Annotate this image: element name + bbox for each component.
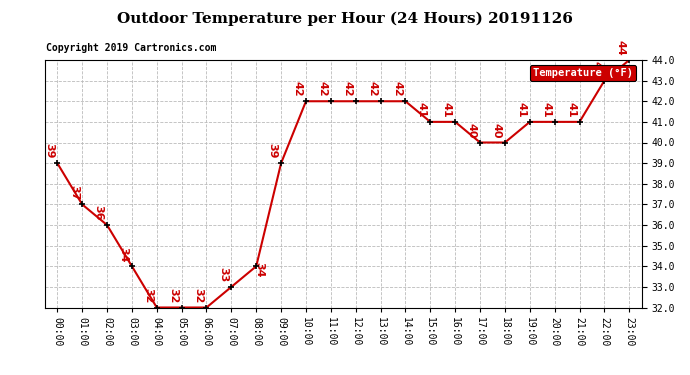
Text: 41: 41 <box>417 102 427 118</box>
Text: 40: 40 <box>466 123 477 138</box>
Text: 32: 32 <box>193 288 203 303</box>
Text: 42: 42 <box>392 81 402 97</box>
Text: 41: 41 <box>566 102 576 118</box>
Text: 42: 42 <box>367 81 377 97</box>
Legend: Temperature (°F): Temperature (°F) <box>530 65 636 81</box>
Text: 41: 41 <box>542 102 551 118</box>
Text: 39: 39 <box>268 144 278 159</box>
Text: 32: 32 <box>144 288 153 303</box>
Text: Outdoor Temperature per Hour (24 Hours) 20191126: Outdoor Temperature per Hour (24 Hours) … <box>117 11 573 26</box>
Text: 32: 32 <box>168 288 178 303</box>
Text: Copyright 2019 Cartronics.com: Copyright 2019 Cartronics.com <box>46 43 217 53</box>
Text: 34: 34 <box>254 262 264 278</box>
Text: 34: 34 <box>119 247 128 262</box>
Text: 36: 36 <box>94 206 104 221</box>
Text: 39: 39 <box>44 144 54 159</box>
Text: 33: 33 <box>218 267 228 283</box>
Text: 43: 43 <box>591 61 601 76</box>
Text: 40: 40 <box>491 123 502 138</box>
Text: 44: 44 <box>616 40 626 56</box>
Text: 41: 41 <box>516 102 526 118</box>
Text: 42: 42 <box>293 81 303 97</box>
Text: 37: 37 <box>69 185 79 200</box>
Text: 42: 42 <box>342 81 353 97</box>
Text: 41: 41 <box>442 102 452 118</box>
Text: 42: 42 <box>317 81 328 97</box>
